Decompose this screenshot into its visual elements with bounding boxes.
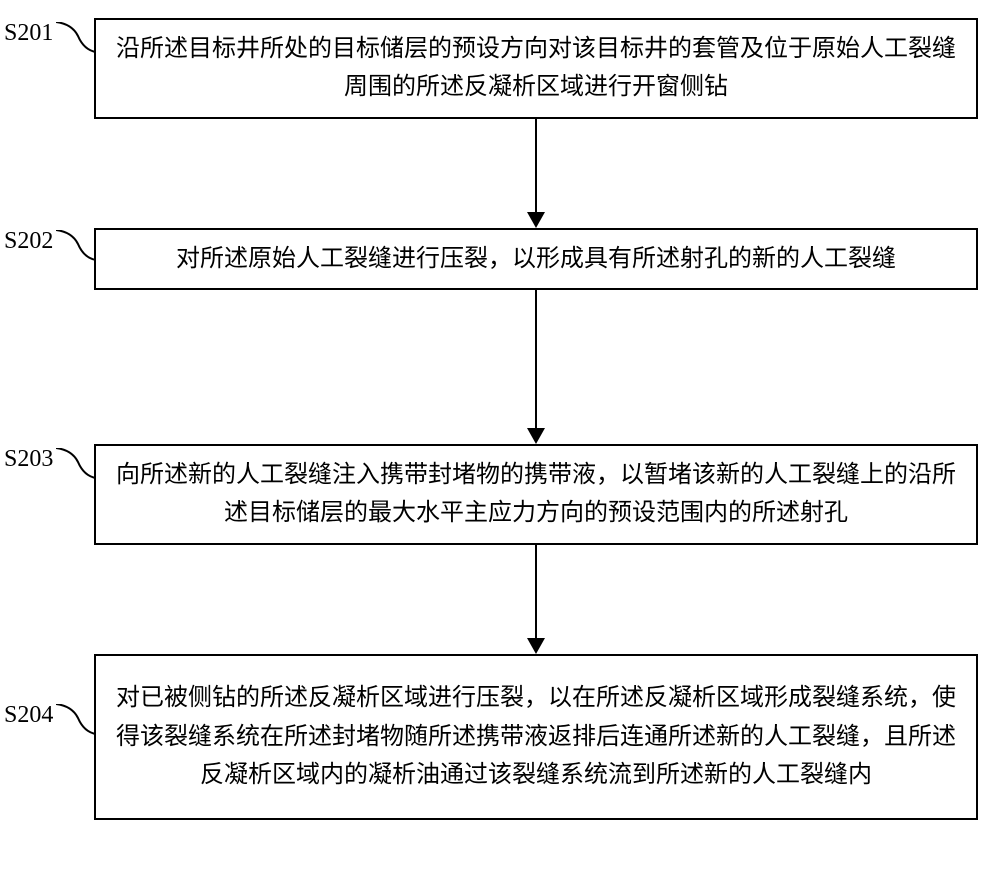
connector-1 bbox=[94, 112, 978, 228]
step-box-2: 对所述原始人工裂缝进行压裂，以形成具有所述射孔的新的人工裂缝 bbox=[94, 228, 978, 290]
bracket-icon bbox=[56, 22, 96, 54]
step-row-4: S204 对已被侧钻的所述反凝析区域进行压裂，以在所述反凝析区域形成裂缝系统，使… bbox=[0, 654, 1000, 820]
step-row-1: S201 沿所述目标井所处的目标储层的预设方向对该目标井的套管及位于原始人工裂缝… bbox=[0, 18, 1000, 112]
bracket-icon bbox=[56, 230, 96, 262]
arrow-head-2 bbox=[527, 428, 545, 444]
connector-line-2 bbox=[535, 290, 537, 428]
connector-line-1 bbox=[535, 112, 537, 212]
arrow-head-1 bbox=[527, 212, 545, 228]
bracket-icon bbox=[56, 448, 96, 480]
flowchart-container: S201 沿所述目标井所处的目标储层的预设方向对该目标井的套管及位于原始人工裂缝… bbox=[0, 18, 1000, 820]
connector-line-3 bbox=[535, 538, 537, 638]
bracket-3 bbox=[56, 448, 96, 480]
bracket-icon bbox=[56, 704, 96, 736]
connector-2 bbox=[94, 290, 978, 444]
step-box-3: 向所述新的人工裂缝注入携带封堵物的携带液，以暂堵该新的人工裂缝上的沿所述目标储层… bbox=[94, 444, 978, 545]
bracket-1 bbox=[56, 22, 96, 54]
step-box-4: 对已被侧钻的所述反凝析区域进行压裂，以在所述反凝析区域形成裂缝系统，使得该裂缝系… bbox=[94, 654, 978, 820]
step-label-2: S202 bbox=[4, 228, 53, 255]
step-row-2: S202 对所述原始人工裂缝进行压裂，以形成具有所述射孔的新的人工裂缝 bbox=[0, 228, 1000, 290]
bracket-4 bbox=[56, 704, 96, 736]
arrow-head-3 bbox=[527, 638, 545, 654]
connector-3 bbox=[94, 538, 978, 654]
step-box-1: 沿所述目标井所处的目标储层的预设方向对该目标井的套管及位于原始人工裂缝周围的所述… bbox=[94, 18, 978, 119]
step-label-1: S201 bbox=[4, 20, 53, 47]
step-row-3: S203 向所述新的人工裂缝注入携带封堵物的携带液，以暂堵该新的人工裂缝上的沿所… bbox=[0, 444, 1000, 538]
step-label-3: S203 bbox=[4, 446, 53, 473]
bracket-2 bbox=[56, 230, 96, 262]
step-label-4: S204 bbox=[4, 702, 53, 729]
